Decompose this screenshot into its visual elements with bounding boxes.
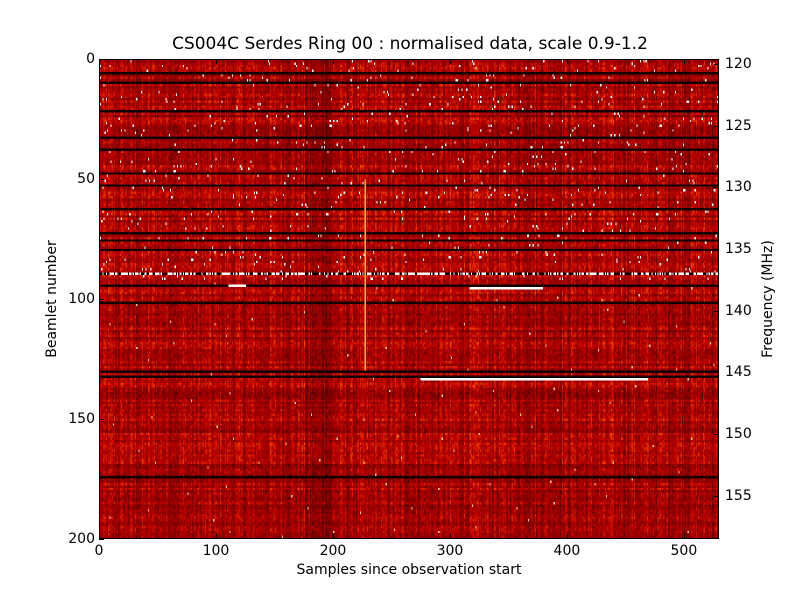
x-tick-mark xyxy=(215,534,217,539)
x-tick-mark xyxy=(683,534,685,539)
x-tick-mark-top xyxy=(215,59,217,64)
y-tick-mark xyxy=(99,179,104,180)
y2-tick-mark xyxy=(714,310,719,312)
y-tick-label: 50 xyxy=(77,171,95,187)
y-tick-mark xyxy=(99,59,104,60)
y-tick-label: 0 xyxy=(86,51,95,67)
y2-axis-label: Frequency (MHz) xyxy=(760,240,776,358)
y2-tick-mark xyxy=(714,372,719,374)
x-tick-label: 300 xyxy=(436,543,464,559)
y-tick-mark xyxy=(99,299,104,300)
y2-tick-label: 120 xyxy=(725,55,752,72)
y2-tick-mark xyxy=(714,125,719,127)
y-tick-label: 150 xyxy=(68,411,95,427)
x-tick-mark-top xyxy=(449,59,451,64)
y2-tick-label: 140 xyxy=(725,302,752,319)
x-tick-label: 500 xyxy=(670,543,698,559)
x-tick-label: 400 xyxy=(553,543,581,559)
x-tick-mark xyxy=(332,534,334,539)
x-tick-label: 100 xyxy=(202,543,230,559)
y2-tick-mark xyxy=(714,187,719,189)
y2-tick-label: 145 xyxy=(725,364,752,381)
x-tick-mark xyxy=(449,534,451,539)
heatmap-image xyxy=(100,60,718,538)
y-tick-label: 100 xyxy=(68,291,95,307)
y2-tick-label: 150 xyxy=(725,426,752,443)
y2-tick-label: 155 xyxy=(725,487,752,504)
y-tick-mark xyxy=(99,419,104,420)
y-axis-label: Beamlet number xyxy=(44,240,60,358)
y2-tick-mark xyxy=(714,249,719,251)
x-tick-label: 200 xyxy=(319,543,347,559)
y2-tick-mark xyxy=(714,63,719,65)
y2-tick-mark xyxy=(714,495,719,497)
chart-title: CS004C Serdes Ring 00 : normalised data,… xyxy=(172,34,648,54)
y-tick-label: 200 xyxy=(68,531,95,547)
x-tick-mark xyxy=(99,534,100,539)
x-tick-label: 0 xyxy=(94,543,104,559)
y2-tick-mark xyxy=(714,434,719,436)
y2-tick-label: 130 xyxy=(725,179,752,196)
x-tick-mark-top xyxy=(566,59,568,64)
y-tick-mark xyxy=(99,539,104,540)
x-tick-mark-top xyxy=(332,59,334,64)
x-tick-mark-top xyxy=(99,59,100,64)
x-tick-mark-top xyxy=(683,59,685,64)
y2-tick-label: 135 xyxy=(725,241,752,258)
plot-area xyxy=(99,59,719,539)
x-tick-mark xyxy=(566,534,568,539)
y2-tick-label: 125 xyxy=(725,117,752,134)
x-axis-label: Samples since observation start xyxy=(296,562,522,578)
